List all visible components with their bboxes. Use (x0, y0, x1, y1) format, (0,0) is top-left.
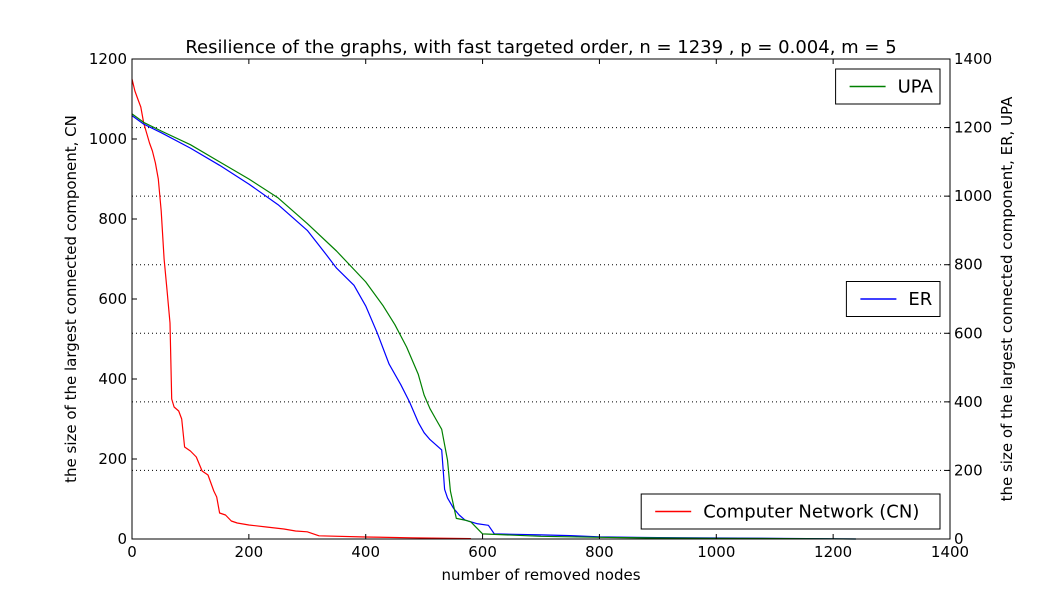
legend-box (640, 493, 941, 530)
plot-area (131, 78, 856, 540)
x-tick-label: 1200 (814, 543, 852, 561)
y-tick-label-left: 800 (98, 210, 127, 228)
legend-label: ER (908, 289, 932, 310)
legend-er: ER (845, 281, 941, 317)
x-tick-label: 800 (585, 543, 614, 561)
legend-label: Computer Network (CN) (703, 502, 919, 523)
x-tick-label: 0 (127, 543, 137, 561)
y-tick-label-right: 1200 (954, 119, 992, 137)
y-tick-label-left: 1000 (89, 130, 127, 148)
series-line-er (131, 115, 856, 540)
plot-frame (131, 58, 951, 540)
y-tick-label-right: 800 (954, 256, 983, 274)
series-line-upa (131, 113, 856, 540)
legends: Computer Network (CN) ER UPA (640, 68, 941, 530)
x-tick-label: 200 (235, 543, 264, 561)
y-tick-label-left: 0 (117, 530, 127, 548)
chart-title: Resilience of the graphs, with fast targ… (185, 37, 896, 58)
y-tick-label-right: 200 (954, 461, 983, 479)
legend-computer-network-cn: Computer Network (CN) (640, 493, 941, 530)
y-tick-label-right: 1400 (954, 50, 992, 68)
y-tick-label-right: 600 (954, 324, 983, 342)
x-tick-label: 400 (351, 543, 380, 561)
legend-label: UPA (898, 77, 934, 98)
series-line-computer-network-cn (131, 78, 471, 540)
x-tick-label: 1400 (931, 543, 969, 561)
y-tick-label-right: 400 (954, 393, 983, 411)
y-tick-label-left: 600 (98, 290, 127, 308)
y-tick-label-right: 1000 (954, 187, 992, 205)
y-axis-label-left: the size of the largest connected compon… (62, 115, 80, 483)
legend-upa: UPA (835, 68, 941, 105)
grid-lines (132, 127, 950, 471)
y-tick-label-left: 200 (98, 450, 127, 468)
y-tick-label-left: 400 (98, 370, 127, 388)
x-tick-label: 1000 (697, 543, 735, 561)
x-axis-label: number of removed nodes (441, 566, 640, 584)
y-tick-label-left: 1200 (89, 50, 127, 68)
axes: 0 200 400 600 800 1000 1200 1400020040060080010… (89, 50, 992, 561)
y-axis-label-right: the size of the largest connected compon… (998, 96, 1016, 502)
x-tick-label: 600 (468, 543, 497, 561)
y-tick-label-right: 0 (954, 530, 964, 548)
